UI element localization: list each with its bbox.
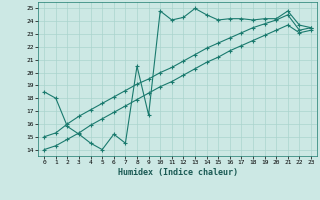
X-axis label: Humidex (Indice chaleur): Humidex (Indice chaleur)	[118, 168, 238, 177]
